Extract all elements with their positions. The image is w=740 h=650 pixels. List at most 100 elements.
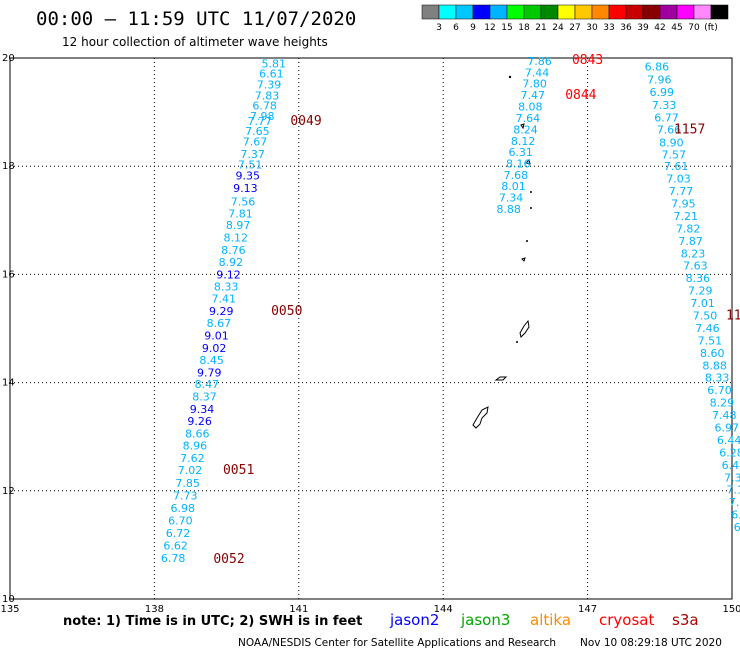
wave-height-label: 7.03 [666, 173, 691, 186]
wave-height-label: 9.12 [216, 268, 241, 281]
plot-frame [9, 57, 733, 600]
y-tick-label: 16 [2, 269, 15, 280]
colorbar-label: 39 [637, 23, 649, 33]
wave-height-label: 7.86 [527, 55, 552, 68]
agrihan-island [520, 123, 525, 130]
wave-height-label: 8.90 [659, 136, 684, 149]
wave-height-label: 6.98 [171, 502, 196, 515]
colorbar-swatch [676, 4, 695, 20]
wave-height-label: 7.95 [671, 198, 696, 211]
wave-height-label: 7.56 [231, 195, 256, 208]
saipan-island [519, 319, 530, 338]
wave-height-label: 7.65 [245, 125, 270, 138]
satellite-legend: jason2 jason3 altika cryosat s3a [389, 611, 699, 629]
wave-height-label: 6.62 [163, 539, 188, 552]
grid-lines [10, 58, 732, 599]
wave-height-label: 7.61 [664, 160, 689, 173]
colorbar-label: 12 [484, 23, 495, 33]
pass-time-label: 0050 [271, 304, 302, 319]
chart-subtitle: 12 hour collection of altimeter wave hei… [62, 35, 328, 49]
wave-height-label: 8.88 [702, 359, 727, 372]
legend-jason2: jason2 [389, 611, 439, 629]
land-outlines [472, 75, 532, 429]
colorbar-label: 3 [436, 23, 442, 33]
wave-height-label: 6.72 [166, 527, 191, 540]
wave-height-label: 7.29 [688, 285, 713, 298]
wave-height-label: 7.77 [669, 185, 694, 198]
wave-height-label: 7.82 [676, 222, 701, 235]
x-tick-label: 150 [722, 604, 740, 615]
wave-height-label: 8.67 [207, 317, 232, 330]
wave-height-label: 7.18 [726, 484, 740, 497]
wave-height-label: 6.78 [161, 552, 186, 565]
wave-height-label: 8.01 [501, 180, 526, 193]
colorbar-swatch [472, 4, 491, 20]
wave-height-label: 8.33 [214, 280, 239, 293]
wave-height-label: 8.76 [221, 244, 246, 257]
wave-height-label: 9.35 [236, 169, 261, 182]
pagan-island [525, 159, 531, 165]
wave-height-label: 9.26 [187, 415, 212, 428]
colorbar-swatch [608, 4, 627, 20]
pass-time-label: 1157 [674, 122, 705, 137]
wave-height-label: 7.63 [683, 260, 708, 273]
colorbar-label: 21 [535, 23, 546, 33]
colorbar-swatch [693, 4, 712, 20]
wave-height-label: 6.31 [508, 146, 533, 159]
wave-height-label: 7.98 [250, 110, 275, 123]
wave-height-label: 9.13 [233, 182, 258, 195]
wave-height-label: 7.67 [243, 135, 268, 148]
wave-height-label: 7.77 [248, 115, 273, 128]
pass-time-label: 0049 [290, 114, 321, 129]
anatahan-island [521, 257, 526, 262]
wave-height-label: 8.23 [681, 247, 706, 260]
pass-time-label: 0052 [213, 552, 244, 567]
wave-height-label: 7.41 [211, 293, 236, 306]
wave-height-label: 6.77 [654, 112, 679, 125]
colorbar-swatch [540, 4, 559, 20]
wave-height-label: 7.96 [647, 74, 672, 87]
wave-height-label: 7.46 [695, 322, 720, 335]
wave-height-label: 7.04 [729, 496, 740, 509]
wave-height-label: 7.83 [255, 89, 280, 102]
wave-height-label: 8.97 [226, 219, 251, 232]
wave-height-label: 7.51 [238, 159, 263, 172]
colorbar-swatch [438, 4, 457, 20]
wave-height-label: 6.61 [259, 68, 284, 81]
colorbar-label: 15 [501, 23, 512, 33]
colorbar-label: 27 [569, 23, 580, 33]
x-tick-label: 138 [145, 604, 164, 615]
pass-time-label: 1156 [726, 309, 740, 324]
wave-height-label: 7.47 [520, 89, 545, 102]
track-1: 7.867.447.807.478.087.648.248.126.318.16… [496, 53, 603, 216]
colorbar-label: (ft) [704, 23, 718, 33]
colorbar-label: 36 [620, 23, 632, 33]
wave-height-label: 7.48 [712, 409, 737, 422]
wave-height-label: 9.01 [204, 330, 229, 343]
wave-height-label: 7.01 [690, 297, 715, 310]
colorbar-label: 33 [603, 23, 614, 33]
colorbar-swatch [557, 4, 576, 20]
wave-height-label: 7.33 [652, 99, 677, 112]
colorbar-swatch [489, 4, 508, 20]
colorbar-label: 45 [671, 23, 682, 33]
wave-height-label: 7.80 [522, 77, 547, 90]
wave-height-label: 7.66 [657, 123, 682, 136]
wave-height-label: 8.12 [511, 135, 536, 148]
wave-height-label: 9.02 [202, 342, 227, 355]
colorbar-label: 9 [470, 23, 476, 33]
x-tick-label: 141 [289, 604, 308, 615]
wave-height-label: 6.44 [722, 459, 740, 472]
wave-height-label: 9.29 [209, 305, 234, 318]
wave-height-label: 8.29 [710, 397, 735, 410]
legend-jason3: jason3 [460, 611, 510, 629]
x-tick-label: 147 [578, 604, 597, 615]
wave-height-label: 6.44 [717, 434, 740, 447]
wave-height-label: 8.47 [195, 378, 220, 391]
wave-height-label: 7.68 [504, 169, 529, 182]
wave-height-label: 8.16 [506, 157, 531, 170]
x-tick-label: 144 [434, 604, 453, 615]
wave-height-label: 9.34 [190, 403, 215, 416]
alamagan-island [530, 191, 532, 193]
wave-height-label: 7.39 [257, 79, 282, 92]
